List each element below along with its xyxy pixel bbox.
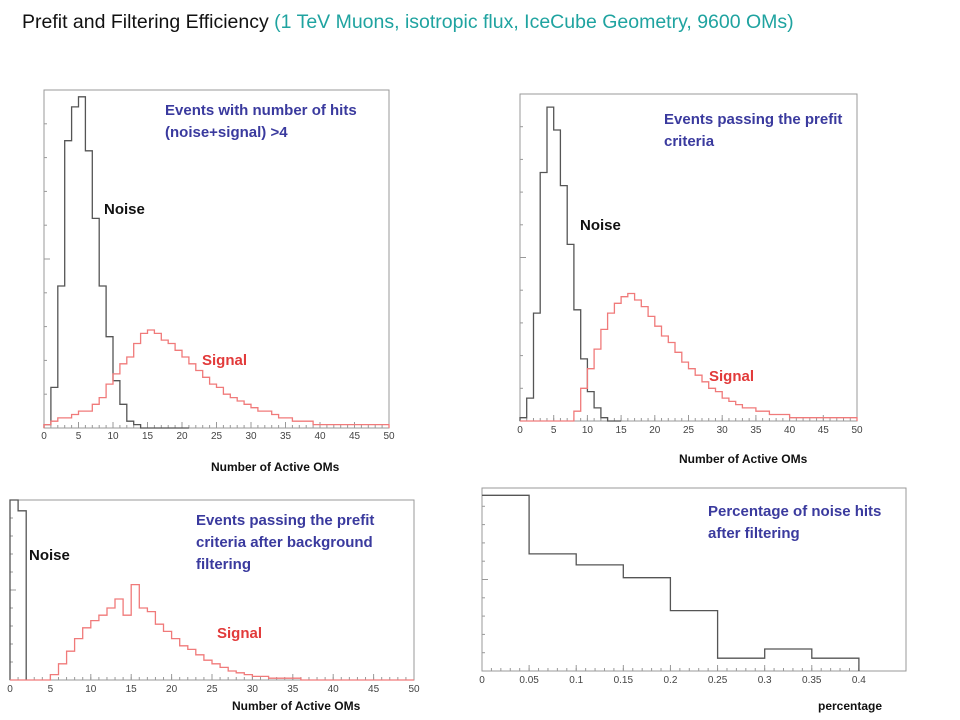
panel2-signal-label: Signal: [709, 368, 755, 385]
x-tick-label: 30: [247, 684, 259, 695]
x-tick-label: 45: [818, 425, 830, 436]
panel3-annotation: Events passing the prefit criteria after…: [196, 512, 375, 573]
x-tick-label: 10: [582, 425, 594, 436]
x-tick-label: 40: [784, 425, 796, 436]
x-tick-label: 0.4: [852, 675, 866, 686]
panel2-annotation: Events passing the prefit criteria: [664, 111, 843, 150]
x-tick-label: 30: [717, 425, 729, 436]
signal-histogram: [10, 583, 414, 681]
panel2-noise-label: Noise: [580, 217, 621, 234]
x-tick-label: 0.35: [802, 675, 822, 686]
signal-histogram: [520, 292, 858, 422]
x-tick-label: 45: [349, 431, 361, 442]
x-tick-label: 10: [85, 684, 97, 695]
panel2-xlabel: Number of Active OMs: [679, 452, 808, 466]
panel1-annotation: Events with number of hits (noise+signal…: [165, 102, 357, 141]
x-tick-label: 50: [408, 684, 420, 695]
x-tick-label: 15: [616, 425, 628, 436]
x-tick-label: 0: [7, 684, 13, 695]
x-tick-label: 0.25: [708, 675, 728, 686]
panel3-signal-label: Signal: [217, 625, 263, 642]
x-tick-label: 5: [76, 431, 82, 442]
panel4-annotation: Percentage of noise hits after filtering: [708, 503, 882, 542]
panel4-xlabel: percentage: [818, 699, 883, 713]
noise-histogram: [43, 96, 189, 429]
x-tick-label: 15: [142, 431, 154, 442]
x-tick-label: 0: [41, 431, 47, 442]
noise-histogram: [9, 499, 27, 680]
x-tick-label: 0.1: [569, 675, 583, 686]
x-tick-label: 50: [851, 425, 863, 436]
x-tick-label: 45: [368, 684, 380, 695]
x-tick-label: 40: [314, 431, 326, 442]
x-tick-label: 20: [166, 684, 178, 695]
panel1-xlabel: Number of Active OMs: [211, 460, 340, 474]
x-tick-label: 25: [683, 425, 695, 436]
panel1-noise-label: Noise: [104, 201, 145, 218]
x-tick-label: 40: [328, 684, 340, 695]
panel3-noise-label: Noise: [29, 547, 70, 564]
noise-percentage-histogram: [482, 494, 860, 671]
x-tick-label: 50: [383, 431, 395, 442]
x-tick-label: 10: [107, 431, 119, 442]
x-tick-label: 0.2: [663, 675, 677, 686]
x-tick-label: 0.05: [519, 675, 539, 686]
x-tick-label: 35: [750, 425, 762, 436]
x-tick-label: 20: [176, 431, 188, 442]
signal-histogram: [43, 329, 390, 428]
x-tick-label: 20: [649, 425, 661, 436]
x-tick-label: 15: [126, 684, 138, 695]
x-tick-label: 0.15: [614, 675, 634, 686]
x-tick-label: 0.3: [758, 675, 772, 686]
noise-histogram: [519, 106, 622, 422]
x-tick-label: 25: [211, 431, 223, 442]
title-main: Prefit and Filtering Efficiency: [22, 11, 269, 33]
x-tick-label: 25: [206, 684, 218, 695]
x-tick-label: 35: [287, 684, 299, 695]
panel3-xlabel: Number of Active OMs: [232, 699, 361, 713]
title-subtitle: (1 TeV Muons, isotropic flux, IceCube Ge…: [274, 11, 794, 33]
slide-title: Prefit and Filtering Efficiency (1 TeV M…: [22, 11, 794, 34]
x-tick-label: 5: [551, 425, 557, 436]
x-tick-label: 5: [48, 684, 54, 695]
x-tick-label: 30: [245, 431, 257, 442]
panel1-signal-label: Signal: [202, 352, 248, 369]
x-tick-label: 35: [280, 431, 292, 442]
x-tick-label: 0: [479, 675, 485, 686]
x-tick-label: 0: [517, 425, 523, 436]
